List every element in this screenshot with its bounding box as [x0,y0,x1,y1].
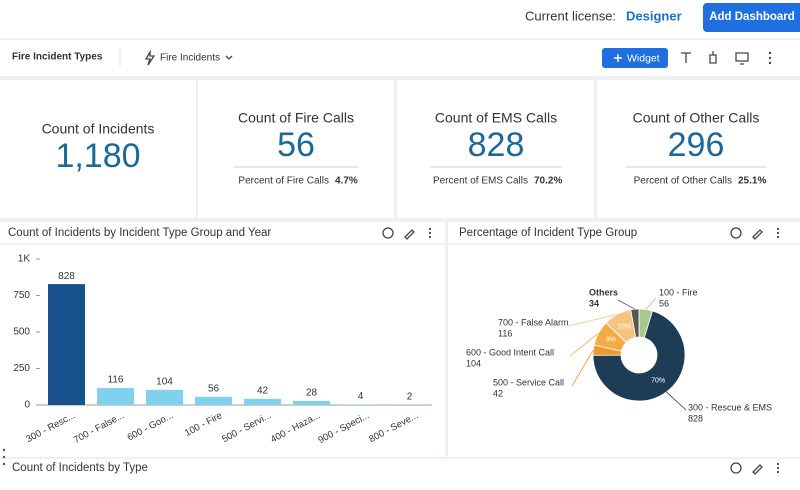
kpi-sub-value: 25.1% [738,176,766,187]
leader-line [569,332,599,357]
y-tick-label: 250 [13,363,30,374]
text-icon[interactable] [681,52,691,63]
kpi-title: Count of EMS Calls [435,110,557,126]
info-icon[interactable] [382,227,394,239]
bar [342,404,379,405]
edit-icon[interactable] [404,229,415,240]
slice-label: 100 - Fire [659,287,698,297]
slice-label: 500 - Service Call [493,377,564,387]
value-label: 2 [407,391,413,402]
kpi-title: Count of Other Calls [633,110,760,126]
kpi-card [597,80,800,218]
value-label: 104 [156,376,173,387]
leader-line [617,299,636,310]
value-label: 28 [306,388,318,399]
widget-title: Percentage of Incident Type Group [459,227,637,239]
add-dashboard-label[interactable]: Add Dashboard [709,11,795,23]
filter-icon[interactable] [709,51,717,64]
value-label: 828 [58,271,75,282]
kpi-sub-label: Percent of EMS Calls [433,176,528,187]
more-icon[interactable] [428,235,432,239]
slice-label: 700 - False Alarm [498,317,569,327]
more-icon[interactable] [768,51,772,65]
leader-line [666,391,687,411]
slice-value: 42 [493,388,503,398]
kpi-sub-label: Percent of Fire Calls [238,176,329,187]
info-icon[interactable] [730,462,742,474]
bottom-widget [0,459,800,490]
kpi-value: 828 [468,126,525,164]
edit-icon[interactable] [752,229,763,240]
bar [48,284,85,405]
info-icon[interactable] [730,227,742,239]
y-tick-label: 1K [18,254,31,265]
kpi-card [0,80,196,218]
y-tick-label: 0 [24,400,30,411]
bar [195,396,232,405]
slice-value: 104 [466,358,481,368]
kpi-title: Count of Incidents [42,121,155,137]
leader-line [645,297,657,310]
slice-value: 116 [498,328,512,338]
kpi-title: Count of Fire Calls [238,110,354,126]
more-icon[interactable] [776,231,780,235]
percent-label: 9% [606,337,616,344]
y-tick-label: 500 [13,327,30,338]
more-icon[interactable] [428,231,432,235]
value-label: 4 [358,391,364,402]
datasource[interactable]: Fire Incidents [160,53,220,64]
widget-title: Count of Incidents by Type [12,462,148,474]
drag-handle[interactable] [2,448,6,466]
kpi-card [198,80,394,218]
kpi-sub-label: Percent of Other Calls [634,176,732,187]
plus-icon[interactable] [614,54,622,62]
edit-icon[interactable] [752,464,763,475]
bar [293,400,330,405]
slice-value: 56 [659,298,669,308]
bar [97,388,134,405]
more-icon[interactable] [776,470,780,474]
percent-label: 10% [617,324,631,331]
preview-icon[interactable] [735,52,749,65]
value-label: 116 [108,375,124,386]
kpi-value: 1,180 [55,137,140,175]
more-icon[interactable] [428,227,432,231]
datasource-icon [144,49,156,66]
license: Designer [626,8,682,23]
dropdown-caret[interactable] [225,55,233,60]
kpi-card [397,80,594,218]
top-bar [0,0,800,38]
widget-label[interactable]: Widget [627,52,660,64]
slice-label: 600 - Good Intent Call [466,347,554,357]
percent-label: 70% [651,378,665,385]
leader-line [571,349,594,387]
widget-title: Count of Incidents by Incident Type Grou… [8,227,271,239]
kpi-value: 296 [668,126,725,164]
kpi-sub-value: 70.2% [534,176,562,187]
slice-value: 828 [688,413,703,423]
leader-line [567,314,618,327]
donut-slice [630,308,640,338]
value-label: 56 [208,383,220,394]
y-tick-label: 750 [13,290,30,301]
widget-button[interactable] [602,48,668,68]
value-label: 42 [257,386,269,397]
kpi-sub-value: 4.7% [335,176,358,187]
license-label: Current license: [525,8,616,23]
more-icon[interactable] [776,235,780,239]
dashboard-title: Fire Incident Types [12,52,103,63]
donut-slice [592,310,686,402]
add-dashboard-button[interactable] [703,3,800,32]
slice-label: 300 - Rescue & EMS [688,402,772,412]
more-icon[interactable] [776,466,780,470]
slice-label: Others [589,287,618,297]
more-icon[interactable] [776,462,780,466]
bar [244,398,281,405]
kpi-value: 56 [277,126,315,164]
slice-value: 34 [589,298,599,308]
bar [146,389,183,405]
more-icon[interactable] [776,227,780,231]
